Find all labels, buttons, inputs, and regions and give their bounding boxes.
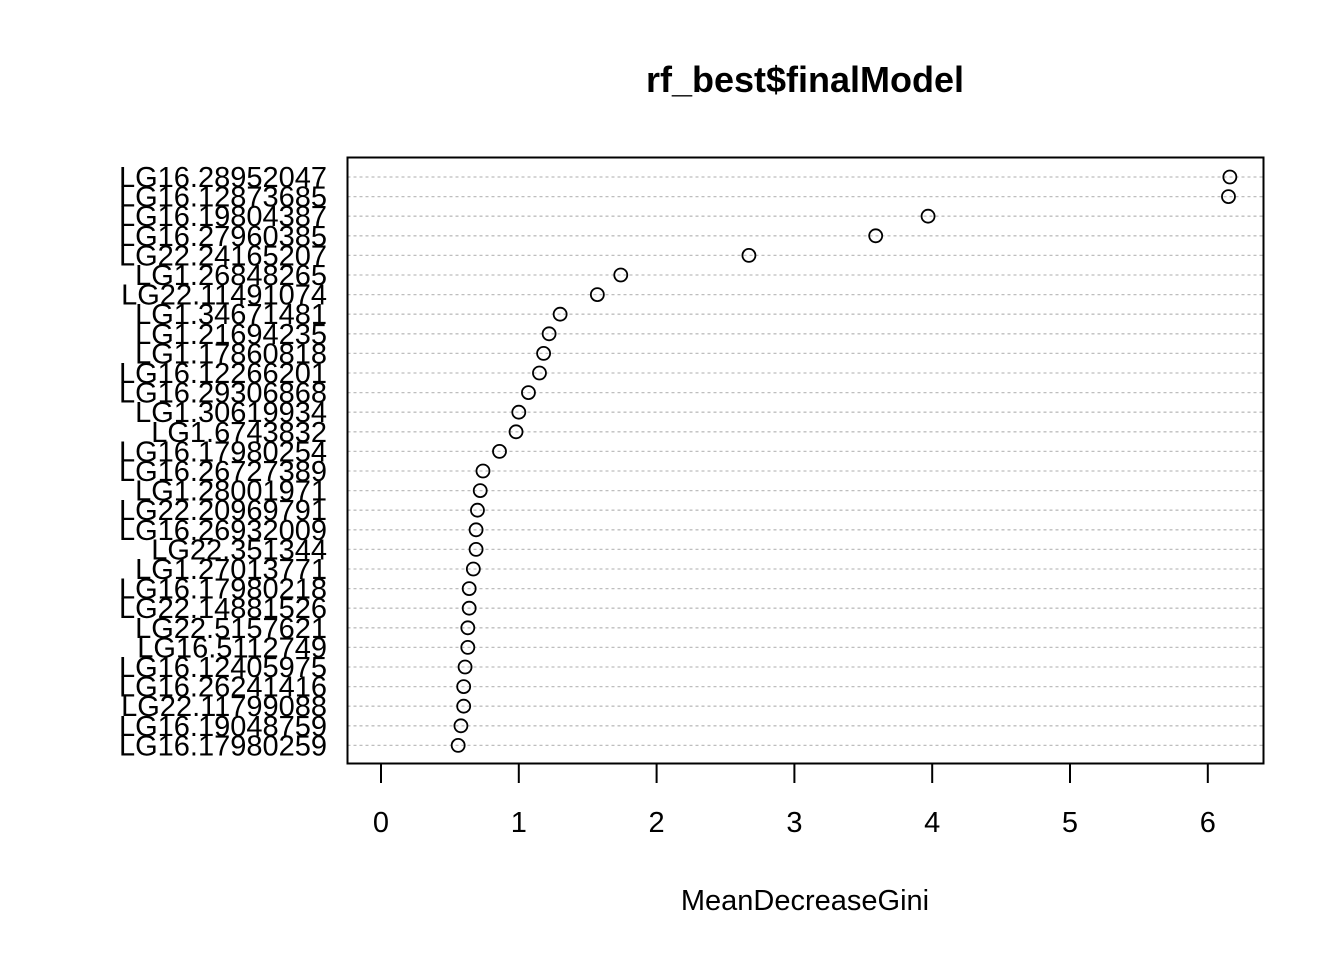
category-label: LG16.29306868 (119, 378, 327, 410)
data-point (521, 385, 536, 401)
x-tick-label: 6 (1200, 807, 1216, 839)
data-point (456, 679, 472, 694)
category-label: LG16.12405975 (119, 652, 327, 684)
category-label: LG16.17980254 (119, 436, 327, 468)
data-point (532, 365, 547, 381)
category-label: LG16.17980218 (119, 574, 327, 606)
category-label: LG16.26241416 (119, 672, 327, 704)
category-label: LG16.12873685 (119, 182, 327, 214)
grid-lines (347, 176, 1264, 747)
data-point (456, 698, 472, 714)
data-point (589, 287, 605, 303)
chart-title: rf_best$finalModel (646, 59, 964, 100)
data-point (1222, 169, 1238, 185)
x-tick-label: 3 (786, 807, 802, 839)
data-point (461, 600, 477, 616)
category-label: LG1.30619934 (135, 397, 327, 429)
category-label: LG16.26932009 (119, 515, 327, 547)
x-tick-label: 5 (1062, 807, 1078, 839)
category-label: LG16.5112749 (137, 632, 327, 664)
data-point (461, 581, 477, 596)
category-label: LG1.6743832 (151, 417, 327, 449)
category-label: LG22.14881526 (119, 593, 327, 625)
category-label: LG16.27960385 (119, 221, 327, 253)
data-point (492, 443, 507, 459)
data-point (468, 522, 484, 538)
category-labels: LG16.28952047LG16.12873685LG16.19804387L… (119, 162, 327, 762)
category-label: LG1.34671481 (135, 299, 327, 331)
category-label: LG16.28952047 (119, 162, 327, 194)
category-label: LG1.17860818 (135, 338, 327, 370)
data-point (468, 542, 484, 557)
category-label: LG16.19804387 (119, 201, 327, 233)
category-label: LG16.12266201 (119, 358, 327, 390)
category-label: LG1.26848265 (135, 260, 327, 292)
data-point (613, 267, 629, 283)
category-label: LG22.24165207 (119, 240, 327, 272)
data-point (475, 463, 491, 479)
category-label: LG16.19048759 (119, 711, 327, 743)
data-point (457, 659, 473, 675)
category-label: LG22.11491074 (121, 280, 327, 312)
data-point (868, 228, 884, 244)
category-label: LG22.351344 (151, 534, 327, 566)
data-point (465, 561, 481, 577)
category-label: LG1.28001971 (135, 476, 327, 508)
data-point (470, 502, 485, 518)
data-point (536, 345, 552, 361)
plot-frame (346, 156, 1265, 765)
category-label: LG1.27013771 (135, 554, 327, 586)
data-point (508, 424, 524, 440)
x-tick-label: 0 (373, 807, 389, 839)
category-label: LG1.21694235 (135, 319, 327, 351)
category-label: LG16.17980259 (119, 730, 327, 762)
x-axis-label: MeanDecreaseGini (681, 885, 929, 917)
data-point (741, 247, 757, 263)
data-point (460, 640, 476, 655)
x-tick-label: 2 (649, 807, 665, 839)
data-point (511, 404, 527, 420)
x-tick-label: 4 (924, 807, 940, 839)
category-label: LG22.5157621 (135, 613, 327, 645)
data-point (920, 208, 936, 224)
x-axis: 0 1 2 3 4 5 6 (373, 762, 1216, 839)
data-point (450, 738, 466, 753)
data-point (460, 620, 476, 636)
x-tick-label: 1 (511, 807, 527, 839)
data-point (453, 718, 469, 734)
data-point (541, 326, 557, 342)
data-point (552, 306, 568, 322)
category-label: LG22.20969791 (119, 495, 327, 527)
category-label: LG22.11799088 (121, 691, 327, 723)
data-point (472, 483, 488, 499)
data-point (1221, 189, 1236, 205)
data-points (450, 169, 1238, 753)
category-label: LG16.26727389 (119, 456, 327, 488)
